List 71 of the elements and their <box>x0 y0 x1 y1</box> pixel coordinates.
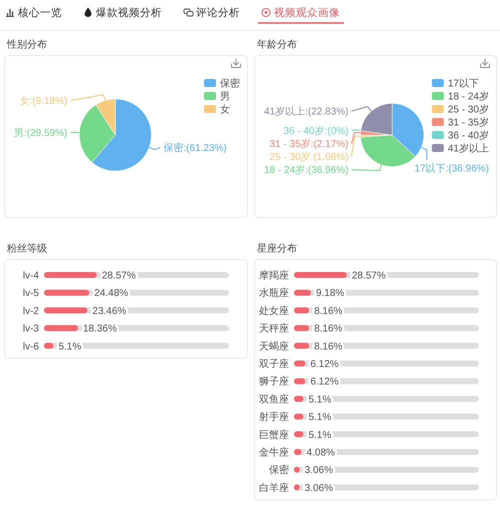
y-tick-label: lv-3 <box>22 324 40 335</box>
chart-title: 星座分布 <box>257 242 297 254</box>
text: 评论分析 <box>196 7 240 19</box>
legend-label: 男 <box>220 92 230 102</box>
data-label: 3.06% <box>304 482 334 494</box>
data-label: 28.57% <box>352 270 386 282</box>
data-label: 5.1% <box>308 430 332 441</box>
legend-label: 17以下 <box>448 78 479 90</box>
bar <box>294 325 310 332</box>
y-tick-label: 摩羯座 <box>259 270 289 282</box>
data-label: 女:(9.18%) <box>20 94 68 107</box>
y-tick-label: 天秤座 <box>259 322 289 335</box>
data-label: 3.06% <box>304 465 334 476</box>
data-label: 8.16% <box>314 341 343 352</box>
legend-label: 18 - 24岁 <box>448 90 489 102</box>
legend-label: 女 <box>220 104 230 116</box>
data-label: 24.48% <box>94 288 128 300</box>
data-label: 28.57% <box>102 270 136 282</box>
y-tick-label: 水瓶座 <box>259 287 289 300</box>
data-label: 男:(29.59%) <box>14 128 68 140</box>
bar <box>294 290 311 296</box>
data-label: 17以下:(36.96%) <box>414 162 490 174</box>
y-tick-label: lv-4 <box>22 270 40 282</box>
y-tick-label: 狮子座 <box>259 376 289 388</box>
data-label: 5.1% <box>308 412 332 424</box>
y-tick-label: 白羊座 <box>259 482 289 494</box>
y-tick-label: 处女座 <box>259 304 289 317</box>
text: 核心一览 <box>17 6 62 19</box>
y-tick-label: 天蝎座 <box>259 340 289 352</box>
y-tick-label: lv-2 <box>22 306 40 317</box>
bar <box>294 272 347 278</box>
y-tick-label: 双鱼座 <box>259 393 289 406</box>
bar <box>294 342 310 349</box>
bar <box>294 307 310 314</box>
legend-label: 保密 <box>220 78 240 90</box>
data-label: 18.36% <box>82 324 117 335</box>
data-label: 31 - 35岁:(2.17%) <box>270 138 348 150</box>
legend-label: 41岁以上 <box>448 142 489 154</box>
data-label: 23.46% <box>92 306 126 317</box>
data-label: 41岁以上:(22.83%) <box>264 106 349 118</box>
chart-title: 年龄分布 <box>257 38 297 50</box>
y-tick-label: lv-5 <box>22 288 40 300</box>
legend-label: 25 - 30岁 <box>448 104 489 116</box>
text: 爆款视频分析 <box>96 6 162 19</box>
data-label: 4.08% <box>306 448 336 458</box>
data-label: 5.1% <box>58 341 82 352</box>
bar <box>44 290 90 296</box>
data-label: 5.1% <box>308 394 332 406</box>
y-tick-label: 金牛座 <box>259 446 289 458</box>
y-tick-label: lv-6 <box>22 341 40 352</box>
y-tick-label: 双子座 <box>259 358 289 370</box>
y-tick-label: 巨蟹座 <box>259 428 289 441</box>
data-label: 25 - 30岁:(1.08%) <box>270 151 348 164</box>
data-label: 9.18% <box>316 288 344 300</box>
data-label: 6.12% <box>310 376 339 388</box>
data-label: 保密:(61.23%) <box>163 142 227 154</box>
chart-title: 粉丝等级 <box>7 242 47 254</box>
bar <box>44 272 97 278</box>
data-label: 6.12% <box>310 359 339 370</box>
bar <box>44 307 88 314</box>
legend-label: 36 - 40岁 <box>448 130 489 142</box>
chart-title: 性别分布 <box>6 38 47 50</box>
legend-label: 31 - 35岁 <box>448 116 489 128</box>
y-tick-label: 射手座 <box>259 411 289 424</box>
text: 36 - 40岁:(0%) <box>283 126 348 138</box>
text: 视频观众画像 <box>274 6 340 19</box>
y-tick-label: 保密 <box>269 464 289 476</box>
data-label: 8.16% <box>314 306 343 317</box>
data-label: 8.16% <box>314 324 343 335</box>
bar <box>44 325 78 332</box>
data-label: 18 - 24岁:(36.96%) <box>264 164 348 176</box>
